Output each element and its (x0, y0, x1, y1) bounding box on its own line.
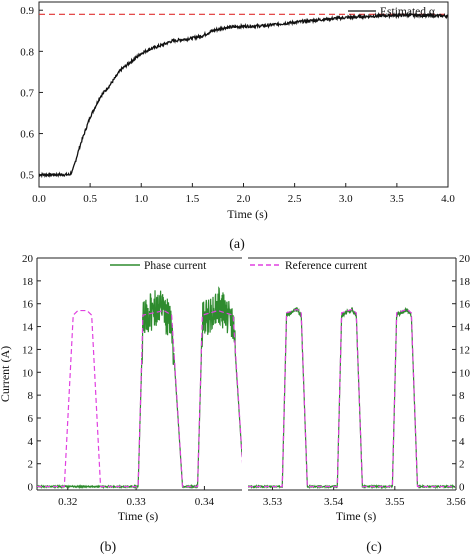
panel-a-x-tick-label: 3.5 (390, 193, 404, 205)
panel-b-y-tick-label: 18 (22, 276, 34, 288)
panel-c-x-tick-label: 3.55 (385, 496, 405, 508)
panel-b-y-tick-label: 4 (28, 436, 34, 448)
panel-a-x-tick-label: 1.5 (186, 193, 200, 205)
panel-b-y-tick-label: 20 (22, 253, 34, 265)
panel-a-x-axis-title: Time (s) (227, 207, 268, 221)
panel-c-caption: (c) (366, 540, 382, 555)
panel-b-series-reference-current (37, 309, 242, 488)
panel-b-x-tick-label: 0.32 (58, 496, 77, 508)
panel-c-y-tick-label: 4 (459, 436, 465, 448)
panel-b-legend-label-reference: Reference current (285, 260, 368, 272)
panel-a-y-tick-label: 0.8 (20, 46, 34, 58)
panel-c-chart: 3.53 3.54 3.55 3.56 0 2 4 6 8 10 12 14 16 18 20 Time (s… (248, 253, 471, 555)
panel-b-y-tick-label: 8 (28, 390, 34, 402)
panel-a-y-tick-label: 0.9 (20, 5, 34, 17)
panel-b-y-tick-label: 6 (28, 413, 34, 425)
panel-b-y-tick-label: 14 (22, 322, 34, 334)
panel-c-y-tick-label: 0 (459, 482, 465, 494)
panel-c-series-phase-current (248, 306, 456, 490)
panel-c-y-tick-label: 6 (459, 413, 465, 425)
panel-a-chart: 0.0 0.5 1.0 1.5 2.0 2.5 3.0 3.5 4.0 0.5 0.6 0.7 0.8 0… (20, 1, 455, 252)
panel-a-y-tick-label: 0.7 (20, 87, 34, 99)
panel-a-caption: (a) (229, 237, 245, 252)
panel-c-series-reference-current (248, 308, 456, 488)
panel-b-legend-label-phase: Phase current (144, 260, 207, 272)
panel-a-legend-label: Estimated α (380, 6, 435, 18)
panel-b-y-tick-label: 10 (22, 367, 34, 379)
panel-c-y-tick-label: 12 (459, 344, 470, 356)
panel-c-y-tick-label: 14 (459, 322, 471, 334)
panel-b-x-tick-label: 0.34 (195, 496, 215, 508)
panel-c-y-tick-label: 16 (459, 299, 471, 311)
panel-a-x-tick-label: 0.5 (83, 193, 97, 205)
panel-a-x-tick-label: 2.0 (237, 193, 251, 205)
panel-b-y-axis-title: Current (A) (0, 346, 12, 402)
panel-c-x-tick-label: 3.56 (446, 496, 466, 508)
panel-b-series-phase-current (37, 286, 242, 490)
panel-a-x-tick-label: 1.0 (134, 193, 148, 205)
panel-b-y-tick-label: 12 (22, 344, 33, 356)
panel-a-x-tick-label: 4.0 (441, 193, 455, 205)
panel-c-x-axis-title: Time (s) (336, 509, 377, 523)
panel-c-y-tick-label: 18 (459, 276, 471, 288)
panel-b-chart: 0.32 0.33 0.34 0 2 4 6 8 10 12 14 16 18 20 Time (s) Cur… (0, 253, 368, 555)
panel-b-caption: (b) (100, 540, 117, 555)
panel-c-y-tick-label: 10 (459, 367, 471, 379)
panel-b-y-tick-label: 2 (28, 459, 34, 471)
panel-c-x-tick-label: 3.54 (324, 496, 344, 508)
panel-a-series-estimated-alpha (38, 11, 449, 179)
panel-c-y-tick-label: 2 (459, 459, 465, 471)
panel-a-frame (38, 1, 449, 188)
panel-b-x-axis-title: Time (s) (118, 509, 159, 523)
panel-b-y-tick-label: 0 (28, 482, 34, 494)
panel-c-y-tick-label: 8 (459, 390, 465, 402)
panel-c-x-tick-label: 3.53 (263, 496, 283, 508)
panel-a-y-tick-label: 0.5 (20, 170, 34, 182)
panel-a-y-tick-label: 0.6 (20, 129, 34, 141)
panel-a-x-tick-label: 3.0 (339, 193, 353, 205)
panel-a-x-tick-label: 0.0 (32, 193, 46, 205)
panel-b-x-tick-label: 0.33 (126, 496, 146, 508)
panel-a-x-tick-label: 2.5 (288, 193, 302, 205)
panel-c-y-tick-label: 20 (459, 253, 471, 265)
panel-b-y-tick-label: 16 (22, 299, 34, 311)
